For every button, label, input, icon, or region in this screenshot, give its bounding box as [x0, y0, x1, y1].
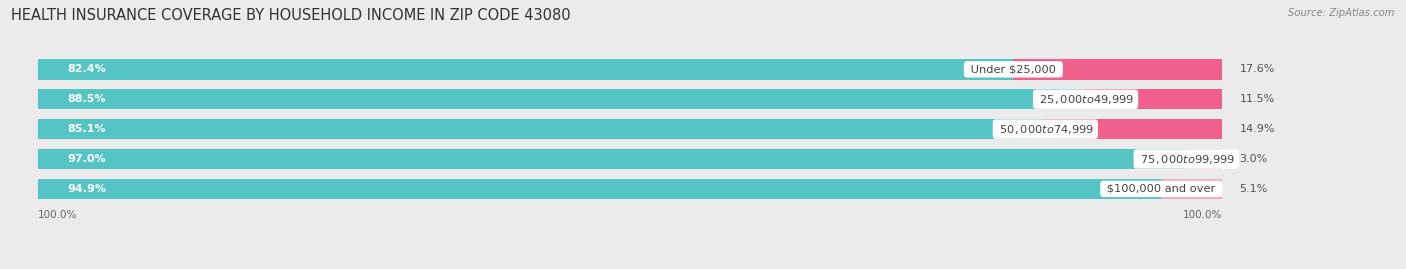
Text: Under $25,000: Under $25,000: [967, 64, 1060, 74]
Bar: [38, 149, 1187, 169]
Text: 100.0%: 100.0%: [1182, 210, 1222, 220]
Bar: [1014, 59, 1222, 80]
Bar: [1187, 149, 1222, 169]
Text: 17.6%: 17.6%: [1240, 64, 1275, 74]
Bar: [38, 59, 1014, 80]
Text: $25,000 to $49,999: $25,000 to $49,999: [1036, 93, 1135, 106]
Bar: [1045, 119, 1222, 139]
Bar: [38, 89, 1222, 109]
Text: 94.9%: 94.9%: [67, 184, 107, 194]
Bar: [38, 149, 1222, 169]
Bar: [1161, 179, 1222, 199]
Text: 88.5%: 88.5%: [67, 94, 105, 104]
Text: 14.9%: 14.9%: [1240, 124, 1275, 134]
Text: 97.0%: 97.0%: [67, 154, 105, 164]
Text: 85.1%: 85.1%: [67, 124, 105, 134]
Text: HEALTH INSURANCE COVERAGE BY HOUSEHOLD INCOME IN ZIP CODE 43080: HEALTH INSURANCE COVERAGE BY HOUSEHOLD I…: [11, 8, 571, 23]
Text: $100,000 and over: $100,000 and over: [1104, 184, 1219, 194]
Text: Source: ZipAtlas.com: Source: ZipAtlas.com: [1288, 8, 1395, 18]
Text: 3.0%: 3.0%: [1240, 154, 1268, 164]
Text: 100.0%: 100.0%: [38, 210, 77, 220]
Text: $50,000 to $74,999: $50,000 to $74,999: [995, 123, 1095, 136]
Bar: [38, 59, 1222, 80]
Bar: [1085, 89, 1222, 109]
Bar: [38, 119, 1222, 139]
Bar: [38, 179, 1161, 199]
Bar: [38, 89, 1085, 109]
Bar: [38, 119, 1045, 139]
Text: 11.5%: 11.5%: [1240, 94, 1275, 104]
Text: 82.4%: 82.4%: [67, 64, 105, 74]
Text: 5.1%: 5.1%: [1240, 184, 1268, 194]
Text: $75,000 to $99,999: $75,000 to $99,999: [1137, 153, 1236, 165]
Bar: [38, 179, 1222, 199]
